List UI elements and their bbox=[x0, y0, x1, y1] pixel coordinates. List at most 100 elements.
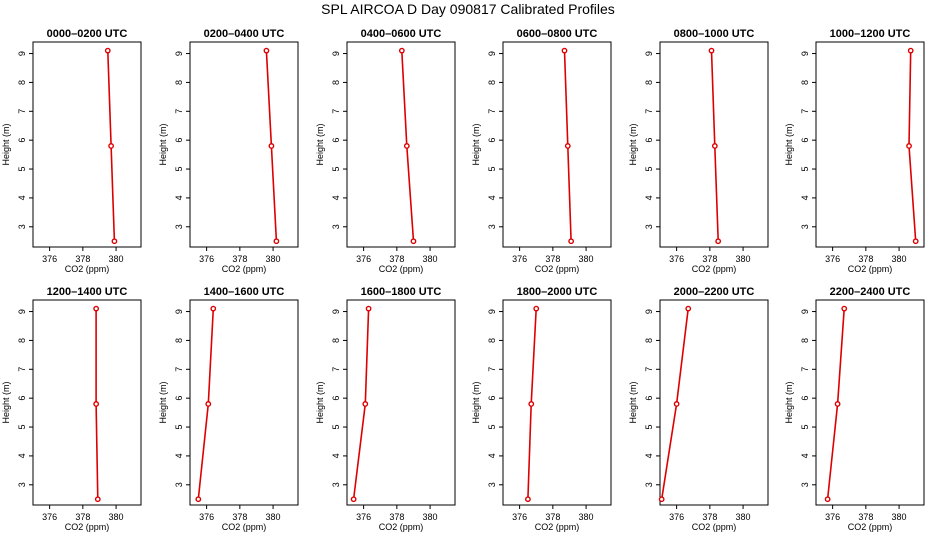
plot-frame bbox=[189, 41, 299, 248]
y-tick-label: 5 bbox=[174, 167, 184, 172]
y-tick-label: 6 bbox=[331, 138, 341, 143]
panel-title: 0800–1000 UTC bbox=[674, 28, 755, 40]
x-tick-label: 376 bbox=[199, 512, 214, 522]
data-point bbox=[715, 238, 722, 245]
y-tick-label: 8 bbox=[644, 80, 654, 85]
y-axis-label: Height (m) bbox=[784, 123, 794, 165]
y-tick-label: 3 bbox=[800, 224, 810, 229]
y-tick-label: 9 bbox=[174, 309, 184, 314]
plot-frame bbox=[32, 41, 142, 248]
data-point bbox=[841, 305, 848, 312]
y-tick-label: 4 bbox=[800, 195, 810, 200]
y-tick-label: 4 bbox=[331, 453, 341, 458]
profile-panel: 1600–1800 UTC 376 378 380 3 4 5 6 7 8 9 CO2 (ppm) He… bbox=[315, 286, 456, 532]
y-axis-label: Height (m) bbox=[471, 381, 481, 423]
y-tick-label: 9 bbox=[644, 51, 654, 56]
plot-frame bbox=[815, 41, 925, 248]
y-tick-label: 4 bbox=[331, 195, 341, 200]
y-tick-label: 9 bbox=[331, 309, 341, 314]
profile-panel: 0200–0400 UTC 376 378 380 3 4 5 6 7 8 9 CO2 (ppm) He… bbox=[158, 28, 299, 274]
profile-panel: 0600–0800 UTC 376 378 380 3 4 5 6 7 8 9 CO2 (ppm) He… bbox=[471, 28, 612, 274]
x-axis-label: CO2 (ppm) bbox=[222, 522, 267, 532]
y-tick-label: 6 bbox=[487, 138, 497, 143]
data-point bbox=[561, 47, 568, 54]
data-point bbox=[273, 238, 280, 245]
y-tick-label: 4 bbox=[174, 195, 184, 200]
x-tick-label: 380 bbox=[109, 512, 124, 522]
y-tick-label: 3 bbox=[17, 482, 27, 487]
y-tick-label: 7 bbox=[17, 109, 27, 114]
y-tick-label: 5 bbox=[800, 167, 810, 172]
data-point bbox=[398, 47, 405, 54]
x-axis-label: CO2 (ppm) bbox=[692, 522, 737, 532]
data-point bbox=[685, 305, 692, 312]
data-point bbox=[410, 238, 417, 245]
x-axis-label: CO2 (ppm) bbox=[848, 522, 893, 532]
x-axis-label: CO2 (ppm) bbox=[379, 522, 424, 532]
y-tick-label: 9 bbox=[487, 51, 497, 56]
y-tick-label: 5 bbox=[644, 167, 654, 172]
y-tick-label: 8 bbox=[174, 80, 184, 85]
y-tick-label: 9 bbox=[800, 51, 810, 56]
x-tick-label: 380 bbox=[736, 254, 751, 264]
profile-panel: 1400–1600 UTC 376 378 380 3 4 5 6 7 8 9 CO2 (ppm) He… bbox=[158, 286, 299, 532]
y-tick-label: 8 bbox=[331, 338, 341, 343]
x-tick-label: 378 bbox=[232, 512, 247, 522]
y-tick-label: 9 bbox=[644, 309, 654, 314]
y-tick-label: 9 bbox=[17, 51, 27, 56]
y-tick-label: 8 bbox=[17, 80, 27, 85]
panel-title: 1200–1400 UTC bbox=[47, 286, 128, 298]
y-tick-label: 3 bbox=[487, 482, 497, 487]
y-tick-label: 5 bbox=[331, 425, 341, 430]
data-point bbox=[365, 305, 372, 312]
y-tick-label: 4 bbox=[644, 195, 654, 200]
profile-panel: 1800–2000 UTC 376 378 380 3 4 5 6 7 8 9 CO2 (ppm) He… bbox=[471, 286, 612, 532]
plot-frame bbox=[659, 299, 769, 506]
y-tick-label: 6 bbox=[174, 138, 184, 143]
y-axis-label: Height (m) bbox=[471, 123, 481, 165]
y-tick-label: 7 bbox=[331, 109, 341, 114]
y-tick-label: 7 bbox=[800, 367, 810, 372]
panel-title: 1400–1600 UTC bbox=[204, 286, 285, 298]
x-tick-label: 380 bbox=[579, 254, 594, 264]
data-point bbox=[834, 401, 841, 407]
x-axis-label: CO2 (ppm) bbox=[65, 522, 110, 532]
y-tick-label: 3 bbox=[487, 224, 497, 229]
x-tick-label: 380 bbox=[109, 254, 124, 264]
y-tick-label: 7 bbox=[644, 367, 654, 372]
x-tick-label: 380 bbox=[266, 512, 281, 522]
y-tick-label: 3 bbox=[800, 482, 810, 487]
y-tick-label: 7 bbox=[644, 109, 654, 114]
data-point bbox=[708, 47, 715, 54]
x-tick-label: 378 bbox=[75, 512, 90, 522]
y-tick-label: 6 bbox=[174, 396, 184, 401]
x-tick-label: 378 bbox=[389, 512, 404, 522]
profile-panel: 2200–2400 UTC 376 378 380 3 4 5 6 7 8 9 CO2 (ppm) He… bbox=[784, 286, 925, 532]
plot-frame bbox=[346, 299, 456, 506]
data-point bbox=[907, 47, 914, 54]
x-tick-label: 378 bbox=[232, 254, 247, 264]
profile-panel: 0400–0600 UTC 376 378 380 3 4 5 6 7 8 9 CO2 (ppm) He… bbox=[315, 28, 456, 274]
data-point bbox=[263, 47, 270, 54]
x-axis-label: CO2 (ppm) bbox=[222, 264, 267, 274]
y-tick-label: 8 bbox=[331, 80, 341, 85]
data-point bbox=[205, 401, 212, 407]
y-tick-label: 9 bbox=[487, 309, 497, 314]
y-tick-label: 5 bbox=[800, 425, 810, 430]
y-axis-label: Height (m) bbox=[1, 123, 11, 165]
data-point bbox=[94, 496, 101, 503]
x-tick-label: 376 bbox=[669, 254, 684, 264]
y-tick-label: 9 bbox=[331, 51, 341, 56]
x-tick-label: 376 bbox=[669, 512, 684, 522]
plot-frame bbox=[502, 299, 612, 506]
y-tick-label: 6 bbox=[331, 396, 341, 401]
y-tick-label: 7 bbox=[174, 367, 184, 372]
y-tick-label: 8 bbox=[487, 338, 497, 343]
x-axis-label: CO2 (ppm) bbox=[535, 522, 580, 532]
y-tick-label: 5 bbox=[487, 425, 497, 430]
plot-frame bbox=[189, 299, 299, 506]
y-tick-label: 3 bbox=[644, 224, 654, 229]
x-tick-label: 376 bbox=[42, 512, 57, 522]
x-tick-label: 376 bbox=[512, 254, 527, 264]
